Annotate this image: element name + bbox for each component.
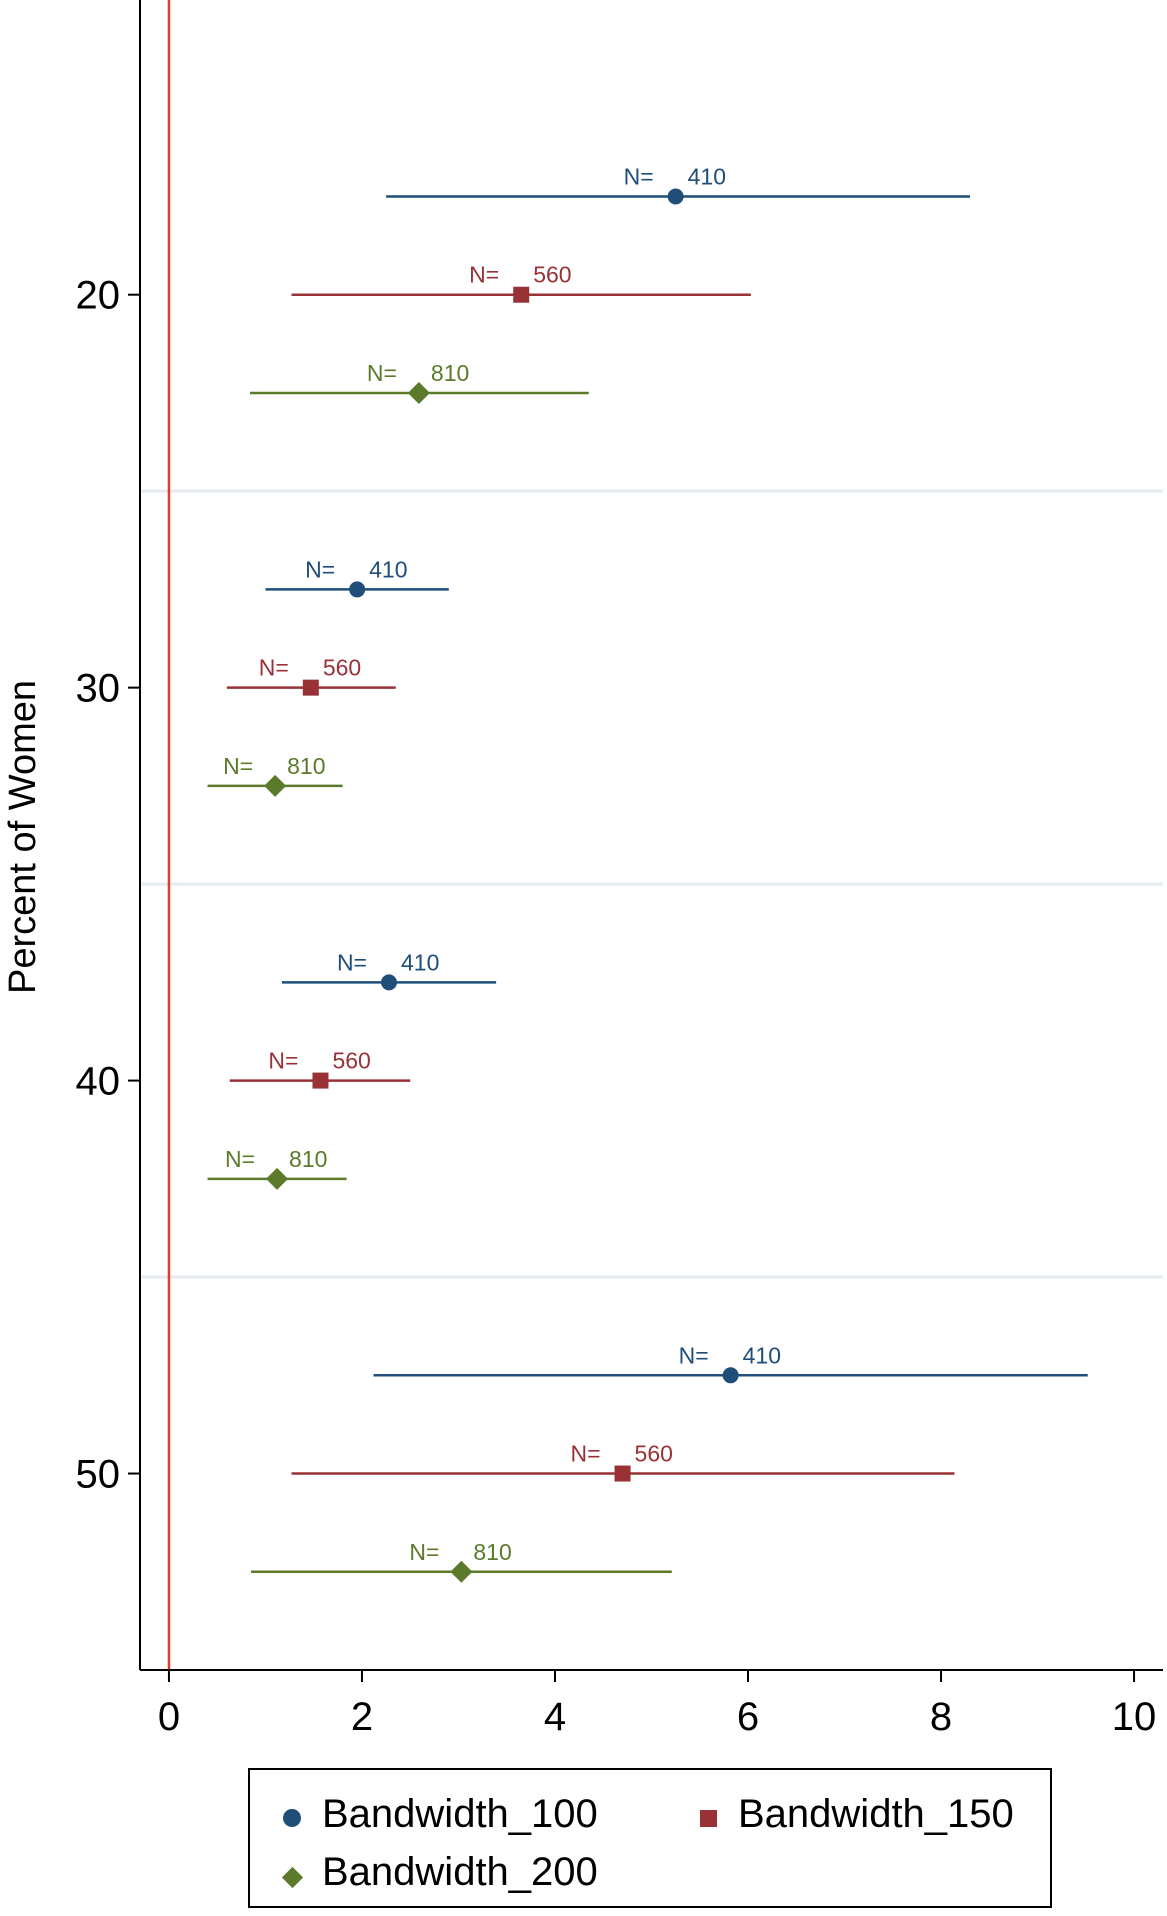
- n-label-value: 410: [369, 556, 407, 582]
- y-tick-label: 30: [76, 667, 121, 711]
- n-label-value: 810: [473, 1539, 511, 1565]
- x-tick-label: 0: [158, 1695, 180, 1739]
- x-axis-ticks: 0 2 4 6 8 10: [158, 1670, 1156, 1739]
- n-label-value: 810: [289, 1146, 327, 1172]
- legend-label: Bandwidth_200: [322, 1850, 598, 1894]
- n-label-value: 410: [688, 163, 726, 189]
- n-label-value: 560: [332, 1048, 370, 1074]
- point-marker: [513, 286, 530, 303]
- group-separators: [140, 489, 1163, 1279]
- point-marker: [667, 188, 684, 205]
- n-label-value: 410: [401, 949, 439, 975]
- n-label-prefix: N=: [259, 655, 289, 681]
- diamond-marker-icon: [262, 1850, 322, 1895]
- x-tick-label: 10: [1112, 1695, 1157, 1739]
- y-tick-label: 40: [76, 1060, 121, 1104]
- n-label-value: 410: [743, 1342, 781, 1368]
- n-label-prefix: N=: [223, 753, 253, 779]
- legend-label: Bandwidth_150: [738, 1792, 1014, 1836]
- point-marker: [407, 381, 430, 404]
- point-marker: [312, 1072, 329, 1089]
- y-axis-title: Percent of Women: [2, 680, 44, 994]
- n-label-prefix: N=: [268, 1048, 298, 1074]
- n-label-value: 560: [635, 1441, 673, 1467]
- legend-item-bandwidth-150: Bandwidth_150: [678, 1792, 1014, 1837]
- y-tick-label: 20: [76, 274, 121, 318]
- n-label-value: 810: [287, 753, 325, 779]
- x-tick-label: 8: [930, 1695, 952, 1739]
- point-marker: [722, 1367, 739, 1384]
- n-label-prefix: N=: [305, 556, 335, 582]
- x-tick-label: 6: [737, 1695, 759, 1739]
- n-label-prefix: N=: [469, 262, 499, 288]
- legend: Bandwidth_100 Bandwidth_150 Bandwidth_20…: [248, 1768, 1052, 1908]
- legend-item-bandwidth-200: Bandwidth_200: [262, 1850, 598, 1895]
- n-label-prefix: N=: [409, 1539, 439, 1565]
- n-label-value: 810: [431, 360, 469, 386]
- series-bandwidth-150: N= 560 N= 560 N= 560 N= 560: [226, 262, 955, 1482]
- point-marker: [302, 679, 319, 696]
- point-marker: [450, 1560, 473, 1583]
- point-marker: [264, 774, 287, 797]
- n-label-prefix: N=: [679, 1342, 709, 1368]
- point-marker: [380, 974, 397, 991]
- n-label-prefix: N=: [367, 360, 397, 386]
- x-tick-label: 4: [544, 1695, 566, 1739]
- point-marker: [349, 581, 366, 598]
- series-bandwidth-200: N= 810 N= 810 N= 810 N= 810: [207, 360, 672, 1583]
- n-label-prefix: N=: [624, 163, 654, 189]
- point-marker: [614, 1465, 631, 1482]
- point-marker: [266, 1167, 289, 1190]
- n-label-prefix: N=: [337, 949, 367, 975]
- n-label-prefix: N=: [225, 1146, 255, 1172]
- x-tick-label: 2: [351, 1695, 373, 1739]
- legend-label: Bandwidth_100: [322, 1792, 598, 1836]
- legend-item-bandwidth-100: Bandwidth_100: [262, 1792, 598, 1837]
- n-label-value: 560: [533, 262, 571, 288]
- circle-marker-icon: [262, 1792, 322, 1837]
- n-label-prefix: N=: [571, 1441, 601, 1467]
- series-bandwidth-100: N= 410 N= 410 N= 410 N= 410: [265, 163, 1088, 1384]
- series-layer: N= 410 N= 410 N= 410 N= 410 N= 560 N= 560 N= 560 N= 560…: [207, 163, 1088, 1583]
- y-tick-label: 50: [76, 1453, 121, 1497]
- y-axis-ticks: 20 30 40 50: [76, 274, 140, 1497]
- square-marker-icon: [678, 1792, 738, 1837]
- n-label-value: 560: [323, 655, 361, 681]
